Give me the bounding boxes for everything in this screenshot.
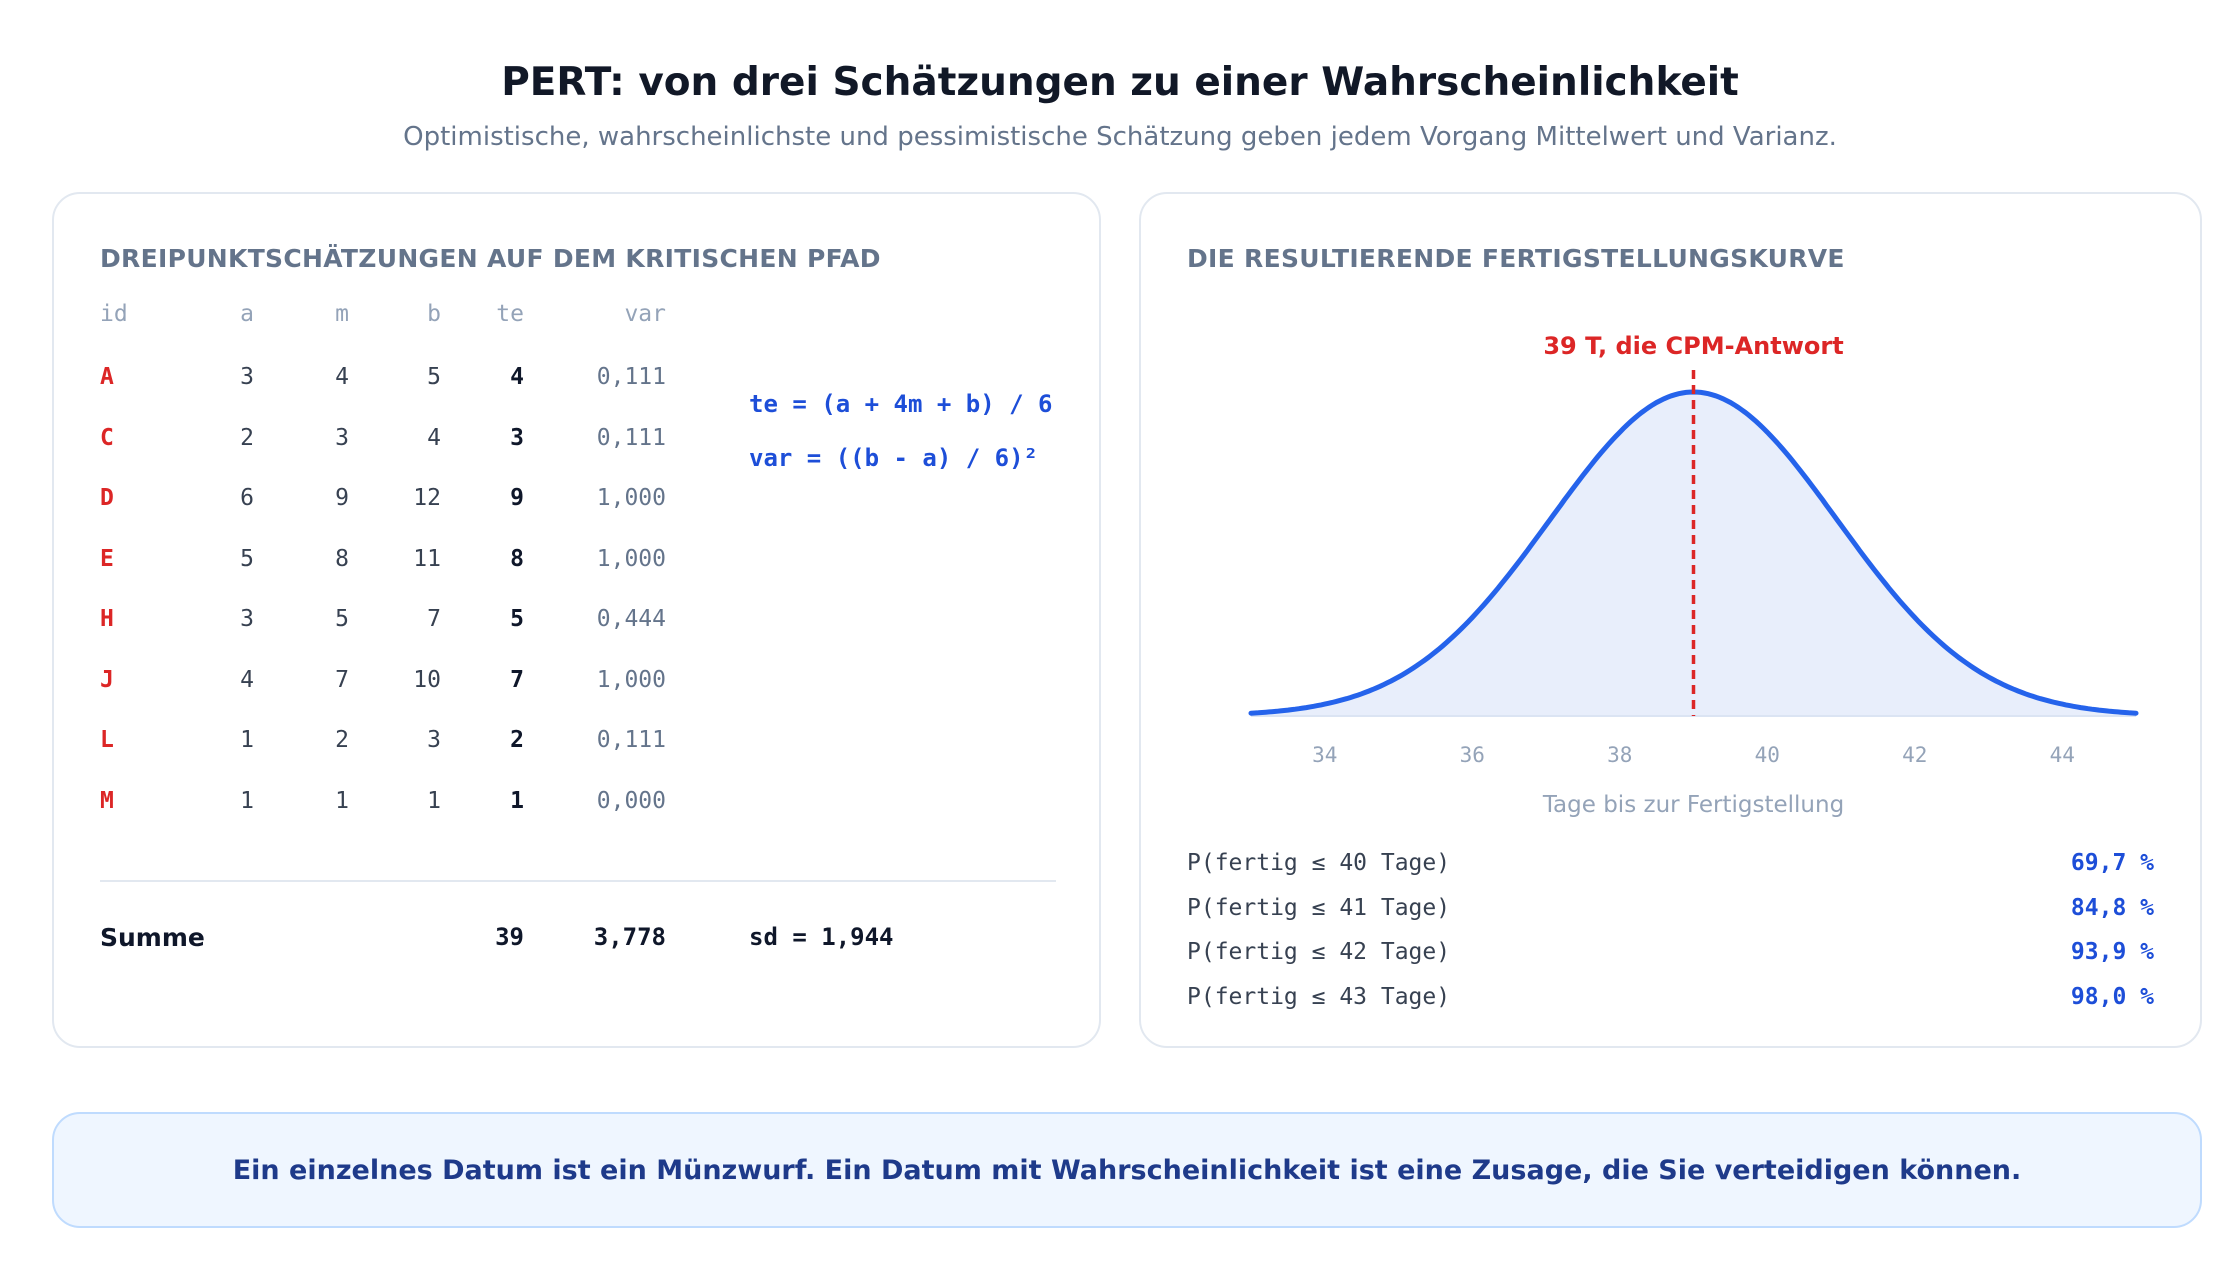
cpm-marker-label: 39 T, die CPM-Antwort <box>1543 332 1843 360</box>
probability-label: P(fertig ≤ 40 Tage) <box>1187 850 1451 876</box>
column-header-var: var <box>624 301 666 327</box>
probability-value: 98,0 % <box>2070 983 2154 1010</box>
page-title: PERT: von drei Schätzungen zu einer Wahr… <box>501 60 1739 105</box>
row-E-m: 8 <box>335 545 349 572</box>
row-J-m: 7 <box>335 666 349 693</box>
x-axis-ticks: 34 36 38 40 42 44 <box>1312 743 2075 767</box>
row-A-id: A <box>100 364 114 390</box>
row-J-a: 4 <box>240 666 254 693</box>
row-E-var: 1,000 <box>596 545 666 572</box>
column-header-b: b <box>427 301 441 327</box>
probability-label: P(fertig ≤ 42 Tage) <box>1187 939 1451 965</box>
row-L-var: 0,111 <box>596 727 666 753</box>
formula-var: var = ((b - a) / 6)² <box>749 444 1038 472</box>
column-header-te: te <box>496 301 524 327</box>
x-tick-label: 42 <box>1902 743 1927 767</box>
row-D-a: 6 <box>240 485 254 511</box>
row-M-m: 1 <box>335 787 349 814</box>
row-J-var: 1,000 <box>596 666 666 693</box>
row-H-id: H <box>100 606 114 632</box>
x-tick-label: 44 <box>2050 743 2075 767</box>
row-D-var: 1,000 <box>596 485 666 511</box>
sum-divider <box>100 880 1056 882</box>
row-A-b: 5 <box>427 364 441 390</box>
x-tick-label: 40 <box>1755 743 1780 767</box>
takeaway-text: Ein einzelnes Datum ist ein Münzwurf. Ei… <box>232 1154 2022 1186</box>
row-C-var: 0,111 <box>596 424 666 451</box>
probability-value: 69,7 % <box>2070 850 2154 876</box>
completion-curve-panel: DIE RESULTIERENDE FERTIGSTELLUNGSKURVE 3… <box>1139 192 2202 1048</box>
sum-var: 3,778 <box>593 923 666 951</box>
row-A-m: 4 <box>335 364 349 390</box>
row-A-a: 3 <box>240 364 254 390</box>
row-L-a: 1 <box>240 727 254 753</box>
row-E-id: E <box>100 545 114 572</box>
probability-value: 93,9 % <box>2070 939 2154 965</box>
column-header-a: a <box>240 301 254 327</box>
row-A-var: 0,111 <box>596 364 666 390</box>
row-D-id: D <box>100 485 114 511</box>
x-tick-label: 36 <box>1460 743 1485 767</box>
row-H-m: 5 <box>335 606 349 632</box>
row-D-b: 12 <box>413 485 441 511</box>
row-H-b: 7 <box>427 606 441 632</box>
sum-te: 39 <box>495 923 524 951</box>
row-A-te: 4 <box>510 364 524 390</box>
row-L-b: 3 <box>427 727 441 753</box>
x-axis-label: Tage bis zur Fertigstellung <box>1542 792 1844 818</box>
row-E-a: 5 <box>240 545 254 572</box>
row-D-te: 9 <box>510 485 524 511</box>
row-H-var: 0,444 <box>596 606 666 632</box>
curve-heading: DIE RESULTIERENDE FERTIGSTELLUNGSKURVE <box>1187 244 1845 273</box>
probability-label: P(fertig ≤ 43 Tage) <box>1187 983 1451 1010</box>
probability-label: P(fertig ≤ 41 Tage) <box>1187 894 1451 921</box>
row-D-m: 9 <box>335 485 349 511</box>
estimates-panel: DREIPUNKTSCHÄTZUNGEN AUF DEM KRITISCHEN … <box>52 192 1101 1048</box>
row-M-id: M <box>100 787 114 814</box>
takeaway-callout: Ein einzelnes Datum ist ein Münzwurf. Ei… <box>52 1112 2202 1228</box>
row-C-te: 3 <box>510 424 524 451</box>
formula-te: te = (a + 4m + b) / 6 <box>749 390 1053 418</box>
row-C-a: 2 <box>240 424 254 451</box>
row-L-m: 2 <box>335 727 349 753</box>
x-tick-label: 34 <box>1312 743 1337 767</box>
row-M-var: 0,000 <box>596 787 666 814</box>
row-C-m: 3 <box>335 424 349 451</box>
row-M-te: 1 <box>510 787 524 814</box>
row-M-a: 1 <box>240 787 254 814</box>
row-L-id: L <box>100 727 114 753</box>
row-J-id: J <box>100 666 114 693</box>
row-J-te: 7 <box>510 666 524 693</box>
column-header-id: id <box>100 301 128 327</box>
sum-sd: sd = 1,944 <box>749 923 894 951</box>
page-subtitle: Optimistische, wahrscheinlichste und pes… <box>403 122 1837 152</box>
row-L-te: 2 <box>510 727 524 753</box>
sum-label: Summe <box>100 923 205 952</box>
row-H-a: 3 <box>240 606 254 632</box>
estimates-heading: DREIPUNKTSCHÄTZUNGEN AUF DEM KRITISCHEN … <box>100 244 881 273</box>
row-M-b: 1 <box>427 787 441 814</box>
row-J-b: 10 <box>413 666 441 693</box>
row-C-id: C <box>100 424 114 451</box>
row-C-b: 4 <box>427 424 441 451</box>
row-E-b: 11 <box>413 545 441 572</box>
probability-value: 84,8 % <box>2070 894 2154 921</box>
x-tick-label: 38 <box>1607 743 1632 767</box>
row-H-te: 5 <box>510 606 524 632</box>
column-header-m: m <box>335 301 349 327</box>
row-E-te: 8 <box>510 545 524 572</box>
completion-curve-chart: 39 T, die CPM-Antwort 34 36 38 40 42 44 Tage … <box>1248 332 2139 818</box>
